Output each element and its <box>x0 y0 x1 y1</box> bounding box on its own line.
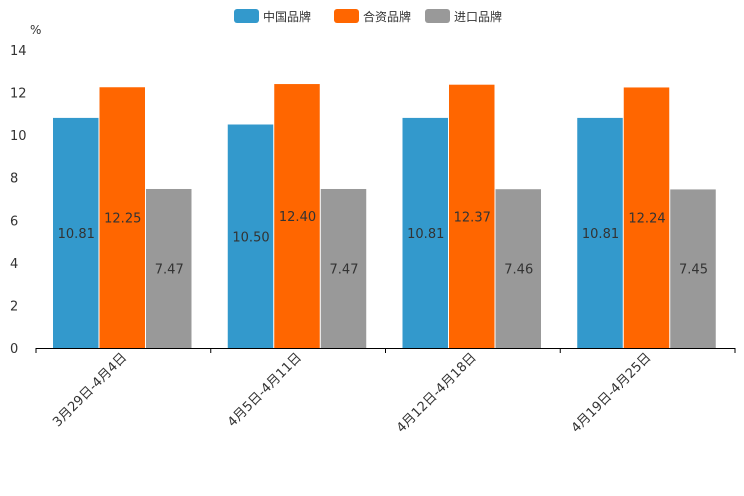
data-label: 10.81 <box>582 227 619 242</box>
y-tick-label: 2 <box>10 299 18 314</box>
y-tick-label: 6 <box>10 214 18 229</box>
y-tick-label: 12 <box>10 87 27 102</box>
bar <box>577 117 623 348</box>
x-tick-label: 4月5日-4月11日 <box>225 350 305 430</box>
y-axis: 0 2 4 6 8 10 12 14 <box>10 44 27 357</box>
x-axis: 3月29日-4月4日 4月5日-4月11日 4月12日-4月18日 4月19日-4月2… <box>35 348 736 436</box>
bar <box>146 188 192 348</box>
y-axis-unit-label: % <box>30 23 41 37</box>
y-tick-label: 0 <box>10 342 18 357</box>
data-label: 7.45 <box>679 263 708 278</box>
bar <box>227 124 274 348</box>
x-tick-label: 4月19日-4月25日 <box>569 350 655 436</box>
bar <box>495 189 541 348</box>
legend-label: 进口品牌 <box>454 10 502 24</box>
legend-label: 中国品牌 <box>263 9 311 24</box>
data-label: 10.50 <box>232 230 269 245</box>
y-tick-label: 14 <box>10 44 27 59</box>
legend-swatch <box>334 9 359 23</box>
data-label: 12.37 <box>454 210 491 225</box>
y-tick-label: 8 <box>10 172 18 187</box>
legend-swatch <box>234 9 259 23</box>
bar <box>53 117 99 348</box>
x-tick-label: 4月12日-4月18日 <box>394 350 480 436</box>
bar <box>320 188 367 348</box>
bar <box>670 189 716 348</box>
bar <box>274 84 320 349</box>
data-label: 7.46 <box>504 263 533 278</box>
bar <box>99 87 145 348</box>
y-tick-label: 4 <box>10 257 18 272</box>
bar <box>623 87 670 348</box>
data-label: 10.81 <box>58 227 95 242</box>
bar <box>402 117 448 348</box>
legend: 中国品牌 合资品牌 进口品牌 <box>234 9 502 24</box>
bars: 10.81 12.25 7.47 10.50 12.40 7.47 10.81 12.37 7.… <box>53 84 716 349</box>
data-label: 10.81 <box>407 227 444 242</box>
data-label: 7.47 <box>330 262 359 277</box>
y-tick-label: 10 <box>10 129 27 144</box>
legend-swatch <box>425 9 450 23</box>
data-label: 12.25 <box>104 212 141 227</box>
data-label: 7.47 <box>155 262 184 277</box>
data-label: 12.24 <box>628 212 665 227</box>
legend-label: 合资品牌 <box>363 9 411 24</box>
x-tick-label: 3月29日-4月4日 <box>50 350 130 430</box>
data-label: 12.40 <box>279 210 316 225</box>
bar <box>449 84 495 349</box>
